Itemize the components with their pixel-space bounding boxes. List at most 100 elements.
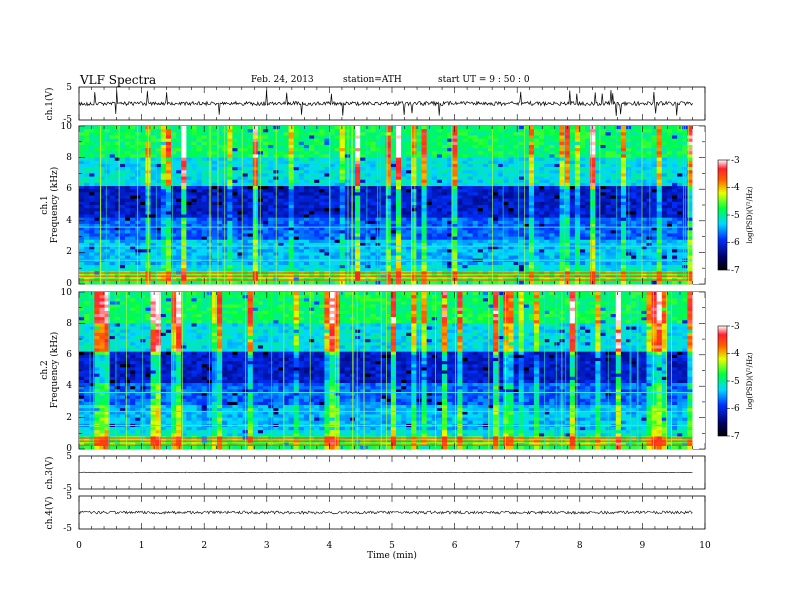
- spectrogram-cell: [278, 129, 284, 133]
- spectrogram-cell: [130, 227, 136, 231]
- spectrogram-cell: [263, 201, 269, 206]
- spectrogram-cell: [324, 141, 330, 146]
- spectrogram-cell: [370, 223, 376, 228]
- spectrogram-cell: [140, 154, 146, 158]
- spectrogram-cell: [380, 242, 387, 247]
- spectrogram-cell: [580, 214, 586, 219]
- spectrogram-cell: [217, 148, 223, 152]
- spectrogram-cell: [677, 154, 683, 158]
- spectrogram-cell: [242, 154, 249, 158]
- spectrogram-cell: [99, 255, 105, 260]
- spectrogram-cell: [201, 195, 208, 200]
- spectrogram-cell: [610, 211, 617, 215]
- spectrogram-cell: [237, 179, 243, 184]
- spectrogram-cell: [201, 255, 208, 260]
- spectrogram-cell: [416, 249, 422, 253]
- spectrogram-cell: [651, 141, 658, 146]
- spectrogram-cell: [574, 242, 581, 247]
- spectrogram-cell: [227, 205, 233, 209]
- spectrogram-cell: [114, 163, 121, 168]
- spectrogram-cell: [334, 255, 341, 260]
- spectrogram-cell: [503, 154, 509, 158]
- spectrogram-cell: [672, 239, 678, 244]
- spectrogram-cell: [344, 192, 351, 196]
- spectrogram-cell: [564, 160, 571, 165]
- spectrogram-cell: [380, 195, 387, 200]
- spectrogram-cell: [380, 135, 387, 140]
- spectrogram-cell: [503, 160, 509, 165]
- spectrogram-cell: [196, 141, 203, 146]
- spectrogram-cell: [79, 141, 85, 146]
- spectrogram-cell: [672, 192, 678, 196]
- spectrogram-cell: [431, 239, 438, 244]
- spectrogram-cell: [211, 239, 218, 244]
- spectrogram-cell: [252, 192, 259, 196]
- spectrogram-cell: [462, 129, 468, 133]
- spectrogram-cell: [436, 141, 443, 146]
- spectrogram-cell: [257, 154, 264, 158]
- spectrogram-cell: [319, 198, 325, 203]
- spectrogram-cell: [457, 135, 463, 140]
- spectrogram-cell: [401, 242, 407, 247]
- spectrogram-cell: [605, 220, 612, 225]
- spectrogram-cell: [610, 170, 617, 174]
- spectrogram-cell: [278, 239, 284, 244]
- spectrogram-cell: [309, 208, 315, 212]
- spectrogram-cell: [636, 167, 642, 171]
- spectrogram-cell: [666, 252, 673, 256]
- spectrogram-cell: [569, 189, 576, 193]
- spectrogram-cell: [401, 135, 407, 140]
- spectrogram-cell: [263, 217, 269, 222]
- spectrogram-cell: [636, 129, 642, 133]
- spectrogram-cell: [518, 246, 525, 250]
- spectrogram-cell: [263, 154, 269, 158]
- spectrogram-cell: [303, 227, 310, 231]
- spectrogram-cell: [114, 154, 121, 158]
- spectrogram-cell: [125, 223, 131, 228]
- spectrogram-cell: [534, 160, 540, 165]
- spectrogram-cell: [84, 126, 90, 130]
- spectrogram-cell: [176, 157, 182, 162]
- spectrogram-cell: [457, 198, 463, 203]
- spectrogram-cell: [666, 220, 673, 225]
- spectrogram-cell: [646, 246, 652, 250]
- spectrogram-cell: [84, 236, 90, 241]
- spectrogram-cell: [493, 163, 499, 168]
- spectrogram-cell: [94, 148, 100, 152]
- spectrogram-cell: [401, 195, 407, 200]
- spectrogram-cell: [89, 144, 95, 149]
- spectrogram-cell: [672, 176, 678, 181]
- spectrogram-cell: [247, 208, 254, 212]
- spectrogram-cell: [283, 173, 289, 177]
- spectrogram-cell: [636, 227, 642, 231]
- spectrogram-cell: [196, 230, 203, 234]
- spectrogram-cell: [160, 186, 167, 190]
- spectrogram-cell: [615, 138, 622, 143]
- spectrogram-cell: [636, 173, 642, 177]
- spectrogram-cell: [523, 227, 530, 231]
- spectrogram-cell: [687, 214, 693, 219]
- spectrogram-cell: [99, 230, 105, 234]
- spectrogram-cell: [303, 170, 310, 174]
- spectrogram-cell: [651, 227, 658, 231]
- spectrogram-cell: [534, 211, 540, 215]
- spectrogram-cell: [661, 198, 668, 203]
- spectrogram-cell: [431, 154, 438, 158]
- spectrogram-cell: [508, 211, 514, 215]
- spectrogram-cell: [416, 211, 422, 215]
- spectrogram-cell: [119, 173, 126, 177]
- spectrogram-cell: [452, 144, 458, 149]
- spectrogram-cell: [401, 151, 407, 155]
- spectrogram-cell: [125, 151, 131, 155]
- spectrogram-cell: [426, 151, 433, 155]
- spectrogram-cell: [395, 255, 402, 260]
- spectrogram-cell: [155, 163, 162, 168]
- spectrogram-cell: [165, 220, 172, 225]
- spectrogram-cell: [380, 205, 387, 209]
- spectrogram-cell: [620, 195, 627, 200]
- spectrogram-cell: [375, 246, 382, 250]
- spectrogram-cell: [472, 151, 479, 155]
- spectrogram-cell: [493, 157, 499, 162]
- spectrogram-cell: [211, 163, 218, 168]
- spectrogram-cell: [114, 138, 121, 143]
